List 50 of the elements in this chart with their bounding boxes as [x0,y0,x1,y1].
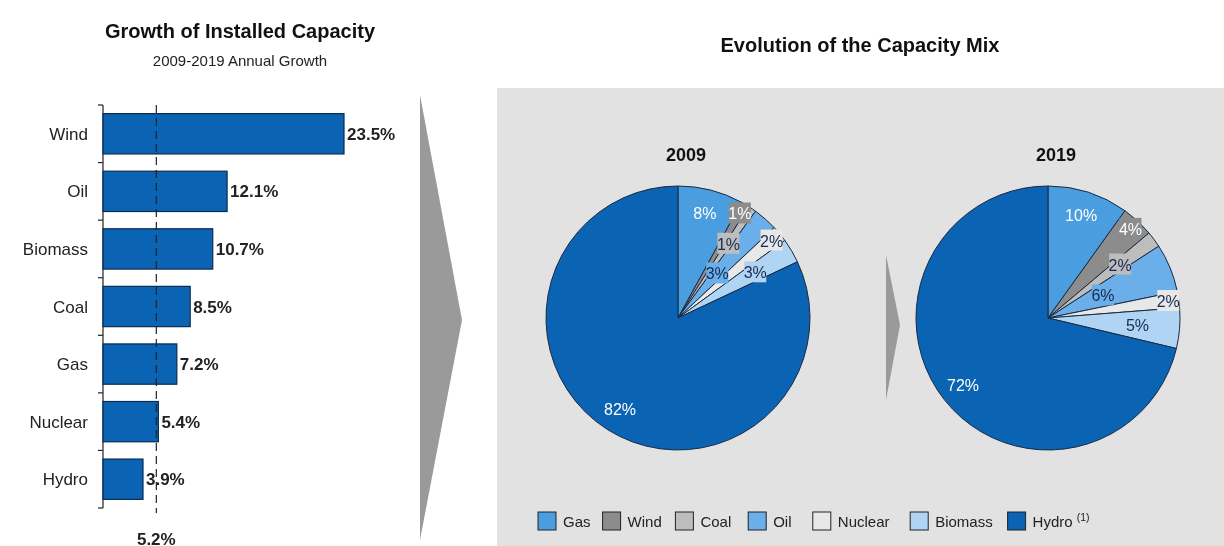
chart-title: Growth of Installed Capacity [104,20,376,42]
bar [102,400,159,443]
chart-title: 2009 [665,145,707,165]
chart-subtitle: 2009-2019 Annual Growth [152,52,328,69]
data-label: 10.7% [215,239,264,259]
data-label: 3.9% [146,470,185,490]
data-label: 8% [693,205,717,223]
data-label: 3% [705,265,729,283]
legend-label: Biomass [935,513,993,530]
y-tick-label: Nuclear [29,412,89,432]
data-label: 6% [1091,287,1115,305]
legend-label: Wind [627,513,662,530]
pie-slice [915,185,1177,451]
data-label: 2% [760,232,784,250]
data-label: 8.5% [193,297,232,317]
bar [102,113,345,155]
ref-line-label: 5.2% [136,530,176,546]
data-label: 4% [1118,220,1143,238]
data-label: 2% [1108,256,1132,274]
data-label: 3% [743,264,767,282]
data-label: 12.1% [230,182,279,202]
legend-label: Hydro $^{(1)}$ [1032,511,1090,530]
y-tick-label: Oil [67,182,88,202]
legend-label: Oil [773,513,792,530]
data-label: 10% [1065,206,1098,224]
data-label: 2% [1156,293,1180,311]
bar [102,170,228,213]
data-label: 1% [716,235,741,253]
data-label: 23.5% [347,124,396,144]
data-label: 82% [603,401,637,419]
chart-title: 2019 [1035,145,1077,165]
data-label: 7.2% [179,355,219,375]
data-label: 5% [1125,316,1150,334]
data-label: 5.4% [161,412,201,432]
bar [102,228,214,270]
y-tick-label: Biomass [22,239,88,259]
y-tick-label: Coal [53,297,88,317]
legend-label: Gas [563,513,591,530]
bar [102,458,144,500]
data-label: 72% [947,377,980,395]
y-tick-label: Gas [56,355,88,375]
legend-label: Coal [700,513,732,530]
y-tick-label: Hydro [42,470,88,490]
y-tick-label: Wind [49,124,88,144]
data-label: 1% [728,205,752,223]
legend-label: Nuclear [837,513,890,530]
bar [102,343,178,385]
pie-slice [545,185,811,451]
text: Evolution of the Capacity Mix [720,34,1000,56]
bar [102,285,191,328]
